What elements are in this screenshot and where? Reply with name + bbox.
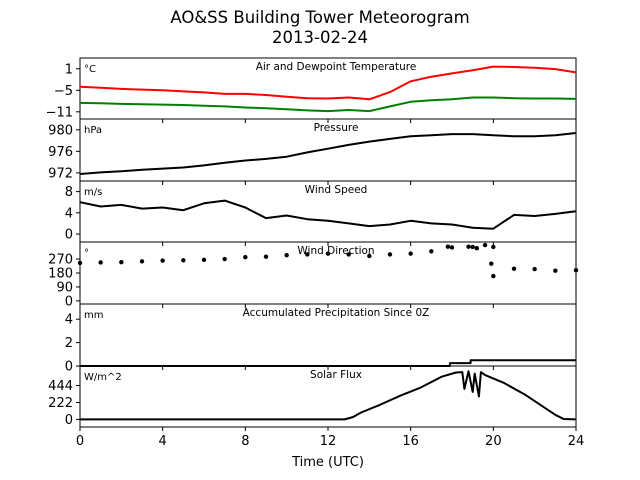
- panel-title: Pressure: [314, 122, 359, 134]
- data-point: [139, 259, 145, 264]
- ytick-label: 444: [48, 379, 73, 394]
- ytick-label: 8: [65, 185, 73, 200]
- data-point: [445, 244, 451, 249]
- ytick-label: 980: [48, 123, 73, 138]
- data-point: [346, 252, 351, 257]
- data-point: [284, 252, 289, 258]
- data-point: [491, 273, 496, 279]
- data-point: [553, 268, 558, 273]
- ytick-label: 4: [65, 313, 73, 328]
- ytick-label: 0: [65, 413, 73, 428]
- series-line-panel-2: [79, 132, 577, 175]
- series-line-panel-6: [80, 370, 577, 421]
- xtick-label: 4: [159, 434, 167, 449]
- data-point: [243, 254, 248, 260]
- xtick-label: 20: [485, 434, 502, 449]
- ytick-label: 972: [48, 166, 73, 181]
- panel-title: Solar Flux: [310, 369, 362, 381]
- panel-unit: mm: [84, 310, 103, 321]
- xtick-label: 8: [241, 434, 249, 449]
- data-point: [325, 251, 331, 256]
- x-axis-label: Time (UTC): [291, 455, 364, 470]
- chart-title: AO&SS Building Tower Meteorogram: [170, 8, 470, 27]
- xtick-label: 24: [568, 434, 585, 449]
- data-point: [367, 253, 372, 259]
- ytick-label: 0: [65, 294, 73, 309]
- panel-unit: hPa: [84, 125, 102, 136]
- ytick-label: 4: [65, 206, 73, 221]
- ytick-label: 180: [48, 267, 73, 282]
- xtick-label: 16: [402, 434, 419, 449]
- series-line-temperature: [79, 65, 577, 101]
- data-point: [222, 256, 227, 262]
- data-point: [263, 254, 269, 259]
- data-point: [408, 251, 413, 256]
- data-point: [532, 266, 537, 272]
- data-point: [474, 246, 479, 251]
- ytick-label: 1: [65, 62, 73, 77]
- ytick-label: 0: [65, 228, 73, 243]
- ytick-label: 90: [56, 280, 73, 295]
- panel-title: Wind Speed: [305, 184, 368, 196]
- ytick-label: 0: [65, 360, 73, 375]
- data-point: [98, 260, 103, 265]
- ytick-label: 976: [48, 145, 73, 160]
- data-point: [305, 252, 310, 257]
- chart-date: 2013-02-24: [272, 28, 368, 47]
- data-point: [77, 260, 83, 266]
- data-point: [573, 268, 579, 273]
- ytick-label: 270: [48, 253, 73, 268]
- data-point: [201, 257, 207, 263]
- ytick-label: 222: [48, 396, 73, 411]
- ytick-label: −11: [46, 105, 73, 120]
- data-point: [466, 244, 471, 249]
- data-point: [491, 244, 496, 250]
- ytick-label: 2: [65, 336, 73, 351]
- data-point: [181, 258, 186, 263]
- panel-unit: m/s: [84, 187, 102, 198]
- data-point: [160, 258, 165, 263]
- series-line-dewpoint: [79, 96, 577, 113]
- data-point: [449, 245, 455, 250]
- ytick-label: −5: [54, 84, 73, 99]
- panel-title: Wind Direction: [297, 245, 374, 257]
- data-point: [470, 244, 475, 250]
- xtick-label: 0: [76, 434, 84, 449]
- panel-unit: W/m^2: [84, 372, 122, 383]
- data-point: [511, 266, 517, 271]
- data-point: [119, 259, 124, 265]
- panel-title: Accumulated Precipitation Since 0Z: [243, 307, 430, 319]
- panel-unit: °: [84, 248, 89, 259]
- xtick-label: 12: [320, 434, 337, 449]
- data-point: [489, 261, 494, 266]
- data-point: [387, 252, 393, 257]
- panel-title: Air and Dewpoint Temperature: [256, 61, 417, 73]
- series-line-panel-3: [79, 199, 577, 230]
- series-line-panel-5: [80, 359, 576, 367]
- panel-unit: °C: [84, 64, 96, 75]
- data-point: [482, 242, 488, 248]
- data-point: [429, 249, 434, 254]
